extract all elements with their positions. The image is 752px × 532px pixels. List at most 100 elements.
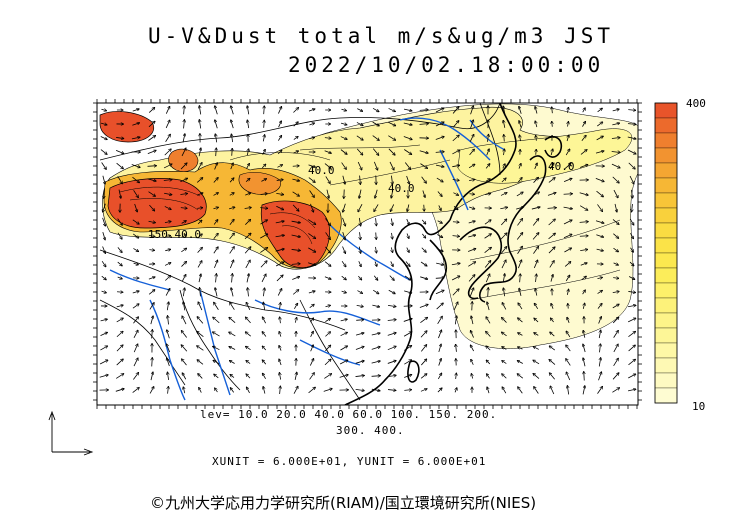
wind-arrow xyxy=(628,374,636,379)
wind-arrow xyxy=(597,108,603,113)
wind-arrow xyxy=(294,303,297,309)
wind-arrow xyxy=(373,161,377,170)
wind-arrow xyxy=(568,303,569,309)
wind-arrow xyxy=(181,148,186,157)
wind-arrow xyxy=(244,207,252,208)
wind-arrow xyxy=(197,208,203,209)
wind-arrow xyxy=(548,219,556,226)
wind-arrow xyxy=(357,161,362,170)
wind-arrow xyxy=(279,359,282,366)
wind-arrow xyxy=(388,148,395,155)
wind-arrow xyxy=(611,163,620,168)
wind-arrow xyxy=(563,178,572,182)
wind-arrow xyxy=(598,317,602,324)
wind-arrow xyxy=(116,305,124,307)
wind-arrow xyxy=(517,219,522,226)
wind-arrow xyxy=(533,360,540,365)
wind-arrow xyxy=(100,123,107,125)
wind-arrow xyxy=(325,218,330,225)
wind-arrow xyxy=(229,219,234,226)
wind-arrow xyxy=(535,107,538,114)
wind-arrow xyxy=(339,360,348,365)
wind-arrow xyxy=(148,191,156,197)
wind-arrow xyxy=(501,260,506,269)
wind-arrow xyxy=(100,149,107,155)
wind-arrow xyxy=(181,261,186,267)
wind-arrow xyxy=(387,361,396,364)
wind-arrow xyxy=(101,162,107,170)
wind-arrow xyxy=(101,275,106,280)
wind-arrow xyxy=(518,347,523,350)
wind-arrow xyxy=(452,236,460,237)
wind-arrow xyxy=(391,189,393,198)
wind-arrow xyxy=(262,360,267,365)
wind-arrow xyxy=(501,178,506,183)
wind-arrow xyxy=(184,120,185,129)
wind-arrow xyxy=(168,386,169,394)
wind-arrow xyxy=(612,373,619,380)
wind-arrow xyxy=(277,165,282,168)
wind-arrow xyxy=(246,360,251,364)
wind-arrow xyxy=(437,220,443,223)
wind-arrow xyxy=(341,275,347,280)
wind-arrow xyxy=(389,161,394,170)
wind-arrow xyxy=(213,178,218,183)
wind-arrow xyxy=(471,359,474,365)
wind-arrow xyxy=(596,249,604,251)
colorbar-swatch xyxy=(654,132,678,149)
wind-arrow xyxy=(612,304,619,309)
wind-arrow xyxy=(215,106,218,115)
wind-arrow xyxy=(100,136,107,140)
wind-arrow xyxy=(116,137,124,138)
wind-arrow xyxy=(213,317,220,324)
wind-arrow xyxy=(132,219,139,224)
wind-arrow xyxy=(181,235,187,238)
wind-arrow xyxy=(279,372,280,380)
wind-arrow xyxy=(437,388,442,393)
wind-arrow xyxy=(486,346,491,351)
wind-arrow xyxy=(580,263,587,266)
wind-arrow xyxy=(116,318,124,323)
wind-arrow xyxy=(181,274,186,282)
wind-arrow xyxy=(387,375,396,376)
wind-arrow xyxy=(152,358,153,367)
wind-arrow xyxy=(565,275,570,282)
wind-arrow xyxy=(292,166,299,167)
wind-arrow xyxy=(534,318,539,323)
wind-arrow xyxy=(614,203,617,212)
wind-arrow xyxy=(583,344,586,353)
wind-arrow xyxy=(406,247,409,253)
wind-arrow xyxy=(164,193,172,195)
wind-arrow xyxy=(116,374,124,379)
wind-arrow xyxy=(596,234,603,238)
wind-arrow xyxy=(629,261,634,266)
colorbar-frame xyxy=(654,102,678,404)
wind-arrow xyxy=(534,333,539,336)
wind-arrow xyxy=(340,123,347,125)
wind-arrow xyxy=(500,233,507,240)
wind-arrow xyxy=(552,121,553,127)
wind-arrow xyxy=(583,330,585,338)
wind-arrow xyxy=(229,178,234,183)
wind-arrow xyxy=(292,290,299,295)
wind-arrow xyxy=(215,288,218,297)
colorbar-min-label: 10 xyxy=(692,400,706,413)
wind-arrow xyxy=(104,189,105,199)
wind-arrow xyxy=(310,318,313,323)
wind-arrow xyxy=(579,222,589,223)
wind-arrow xyxy=(421,359,426,366)
dust-core-taklimakan xyxy=(99,111,154,143)
wind-arrow xyxy=(534,303,539,310)
colorbar-swatch xyxy=(654,342,678,359)
wind-arrow xyxy=(99,375,109,378)
wind-arrow xyxy=(197,234,203,239)
wind-arrow xyxy=(405,261,410,266)
wind-arrow xyxy=(133,372,138,380)
wind-arrow xyxy=(100,332,108,337)
wind-arrow xyxy=(563,220,572,225)
wind-arrow xyxy=(404,275,411,280)
wind-arrow xyxy=(245,317,251,324)
wind-arrow xyxy=(308,262,316,266)
wind-arrow xyxy=(213,346,220,351)
wind-arrow xyxy=(435,152,445,153)
